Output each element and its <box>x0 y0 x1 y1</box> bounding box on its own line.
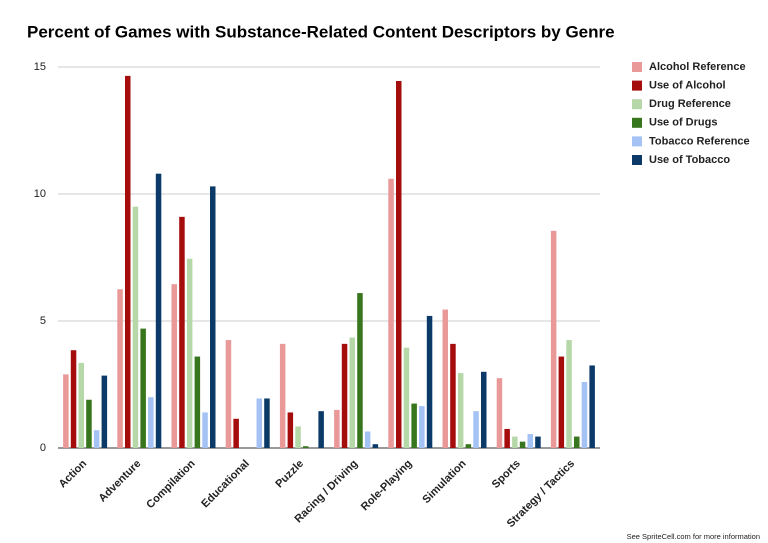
legend-swatch <box>632 80 642 91</box>
bar <box>287 412 294 448</box>
bar <box>535 436 541 448</box>
bar <box>411 403 417 448</box>
bar <box>442 309 448 448</box>
bar <box>558 356 565 448</box>
bar <box>86 399 92 448</box>
bar <box>473 411 479 448</box>
bar <box>589 365 595 448</box>
x-tick-label: Compilation <box>144 458 198 512</box>
bar <box>264 398 270 448</box>
legend-label: Use of Alcohol <box>649 80 726 92</box>
bar <box>171 284 177 448</box>
x-tick-label: Educational <box>199 458 252 511</box>
bar <box>194 356 201 448</box>
bar <box>93 430 100 448</box>
bar <box>140 328 146 448</box>
bar <box>426 315 433 448</box>
bar <box>210 186 216 448</box>
chart-title: Percent of Games with Substance-Related … <box>27 22 615 41</box>
bar <box>125 75 131 448</box>
bar <box>233 418 239 448</box>
bar <box>566 340 572 448</box>
bar <box>256 398 262 448</box>
bar <box>303 446 309 448</box>
y-tick-label: 0 <box>40 442 46 454</box>
bar <box>179 216 185 448</box>
legend-label: Tobacco Reference <box>649 135 750 147</box>
bar <box>341 343 348 448</box>
bar <box>481 371 487 448</box>
legend-swatch <box>632 99 642 110</box>
bar <box>496 378 503 448</box>
x-tick-label: Action <box>57 458 90 491</box>
y-tick-label: 5 <box>40 315 46 327</box>
bar <box>132 206 139 448</box>
x-tick-label: Sports <box>490 458 523 491</box>
bar <box>295 426 301 448</box>
footnote: See SpriteCell.com for more information <box>627 532 760 541</box>
bar <box>419 406 425 448</box>
bar <box>574 436 580 448</box>
legend-swatch <box>632 155 642 165</box>
x-tick-label: Adventure <box>97 458 144 505</box>
bar <box>372 444 379 448</box>
legend-label: Alcohol Reference <box>649 61 746 73</box>
bar <box>63 374 69 448</box>
bar <box>117 289 123 448</box>
y-tick-label: 15 <box>34 61 46 73</box>
bar <box>202 412 208 448</box>
bar <box>457 373 464 448</box>
legend-label: Use of Drugs <box>649 117 717 129</box>
legend-swatch <box>632 117 642 128</box>
x-tick-label: Role-Playing <box>359 458 415 514</box>
legend-label: Drug Reference <box>649 98 731 110</box>
bar <box>364 431 371 448</box>
bar <box>396 80 402 448</box>
bar <box>550 230 557 448</box>
legend-swatch <box>632 136 642 147</box>
bar <box>101 375 108 448</box>
x-tick-label: Simulation <box>420 457 468 505</box>
bar <box>581 381 588 448</box>
legend-swatch <box>632 62 642 72</box>
bar <box>357 293 363 448</box>
bar <box>504 428 510 448</box>
bar <box>78 362 84 448</box>
bar <box>403 347 410 448</box>
bar <box>334 409 340 448</box>
bar <box>450 343 456 448</box>
bar <box>148 397 154 448</box>
bar <box>155 173 162 448</box>
bar <box>279 343 286 448</box>
bar <box>70 350 77 448</box>
bar <box>512 436 518 448</box>
bar <box>225 340 232 448</box>
bar <box>186 258 193 448</box>
bar <box>527 434 533 448</box>
y-tick-label: 10 <box>34 188 46 200</box>
bar <box>519 441 526 448</box>
x-tick-label: Puzzle <box>273 458 306 491</box>
bar <box>318 411 324 448</box>
bar <box>388 178 394 448</box>
legend-label: Use of Tobacco <box>649 154 730 166</box>
bar <box>465 444 472 448</box>
bar <box>349 337 355 448</box>
